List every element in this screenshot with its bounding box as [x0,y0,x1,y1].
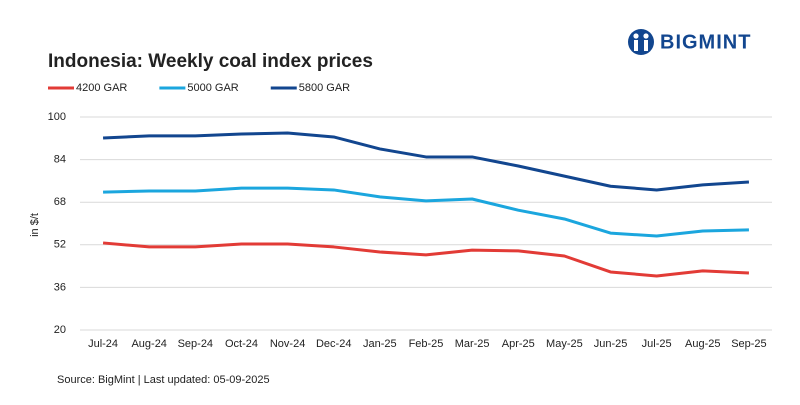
series-line [103,186,749,238]
y-tick-label: 68 [54,196,66,208]
y-tick-label: 52 [54,239,66,251]
x-tick-label: May-25 [546,338,583,350]
x-tick-label: Aug-24 [131,338,166,350]
x-tick-label: Sep-25 [731,338,766,350]
x-tick-label: Feb-25 [409,338,444,350]
x-tick-label: Jul-25 [642,338,672,350]
series-line [102,241,750,278]
y-tick-label: 20 [54,324,66,336]
series-line [102,131,750,192]
source: Source: BigMint | Last updated: 05-09-20… [57,374,270,386]
brand: BIGMINT [660,31,751,53]
x-tick-label: Apr-25 [502,338,535,350]
y-axis-label: in $/t [29,213,41,237]
y-tick-label: 100 [48,111,66,123]
x-tick-label: Sep-24 [178,338,213,350]
x-tick-label: Nov-24 [270,338,305,350]
chart-title: Indonesia: Weekly coal index prices [48,51,373,72]
legend-label: 5000 GAR [187,82,238,94]
legend-label: 5800 GAR [299,82,350,94]
x-tick-label: Dec-24 [316,338,351,350]
x-tick-label: Jun-25 [594,338,628,350]
y-tick-label: 84 [54,154,66,166]
logo-icon [628,29,654,55]
y-tick-label: 36 [54,281,66,293]
x-tick-label: Oct-24 [225,338,258,350]
x-tick-label: Jan-25 [363,338,397,350]
x-tick-label: Jul-24 [88,338,118,350]
x-tick-label: Mar-25 [455,338,490,350]
legend-label: 4200 GAR [76,82,127,94]
x-tick-label: Aug-25 [685,338,720,350]
